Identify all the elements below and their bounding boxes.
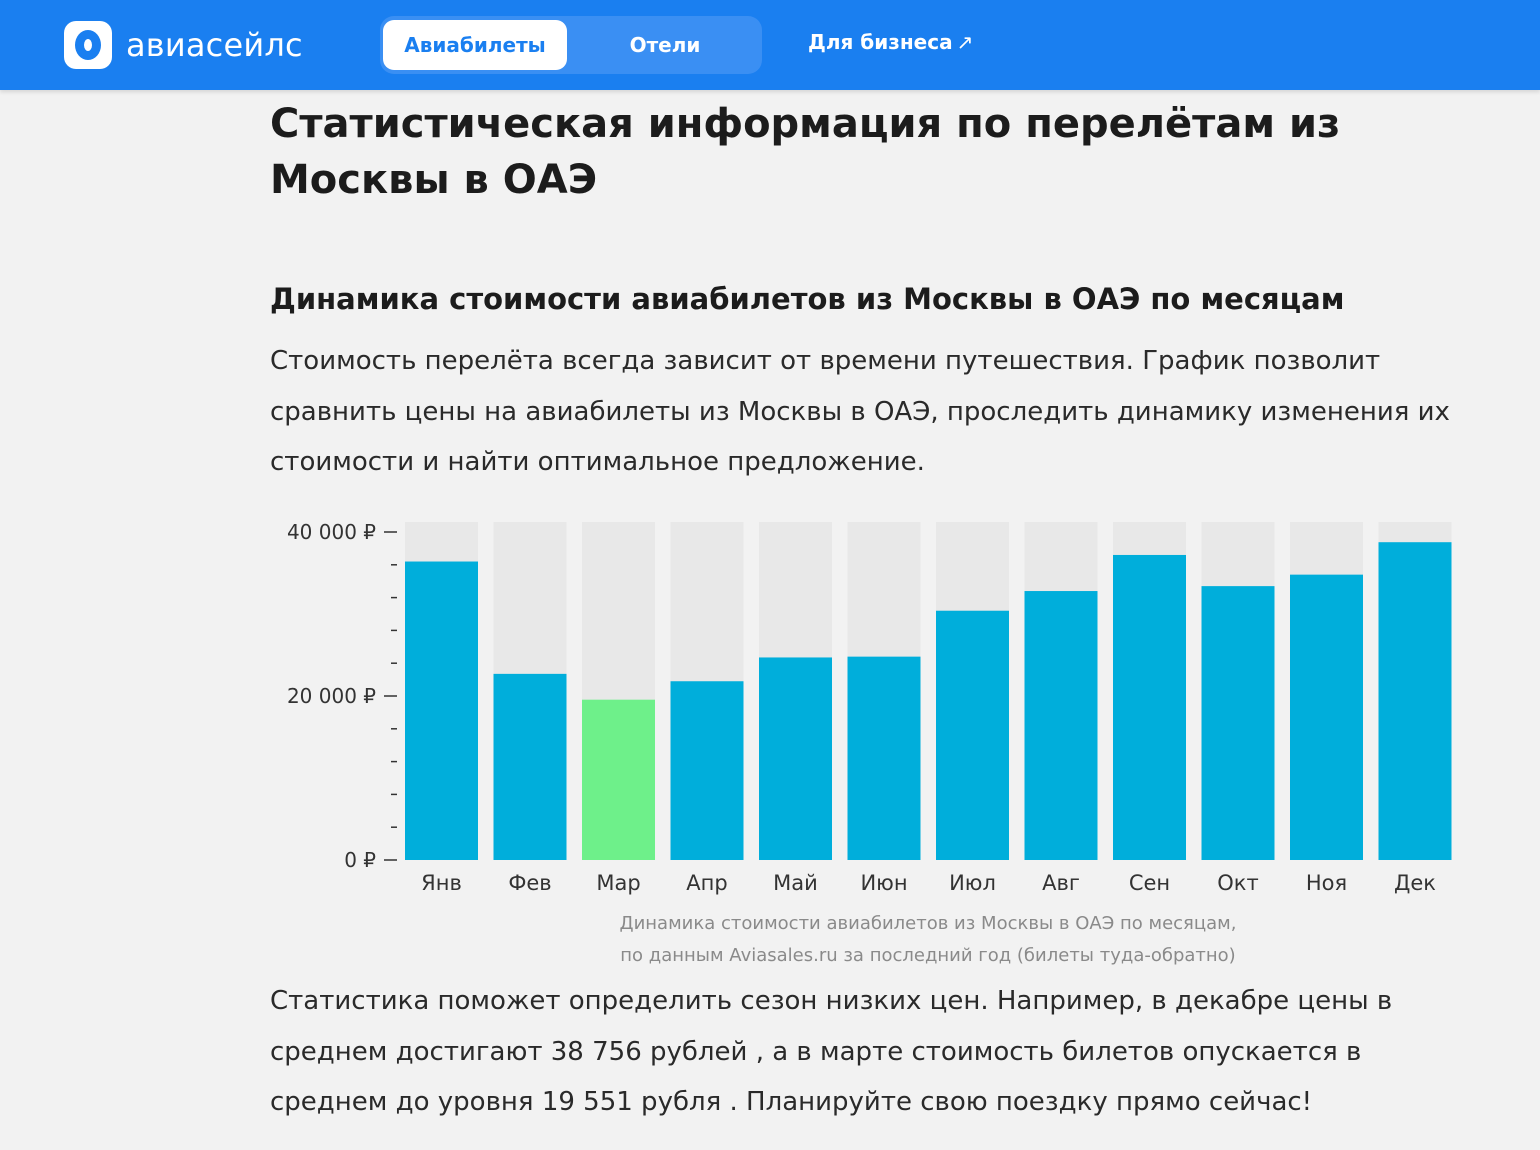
tab-hotels[interactable]: Отели	[629, 33, 701, 57]
bar	[1201, 586, 1275, 860]
tab-flights[interactable]: Авиабилеты	[383, 20, 567, 70]
business-link-label: Для бизнеса	[808, 30, 953, 54]
bar	[1378, 542, 1452, 860]
logo-text: авиасейлс	[126, 26, 303, 64]
bar	[1113, 554, 1186, 860]
chart-caption-line-1: Динамика стоимости авиабилетов из Москвы…	[619, 913, 1237, 934]
x-tick-label: Май	[773, 871, 818, 895]
logo[interactable]: авиасейлс	[64, 20, 303, 70]
top-navigation-bar: авиасейлс Авиабилеты Отели Для бизнеса ↗	[0, 0, 1540, 90]
x-tick-label: Сен	[1129, 871, 1170, 895]
x-tick-label: Июл	[949, 871, 996, 895]
business-link[interactable]: Для бизнеса ↗	[808, 30, 973, 54]
y-tick-label: 20 000 ₽	[287, 684, 376, 708]
section-title: Динамика стоимости авиабилетов из Москвы…	[270, 282, 1345, 316]
bar	[759, 657, 832, 860]
bar	[936, 610, 1009, 860]
chart-caption-line-2: по данным Aviasales.ru за последний год …	[620, 945, 1236, 966]
bar	[1024, 591, 1098, 860]
x-tick-label: Дек	[1394, 871, 1436, 895]
x-tick-label: Авг	[1042, 871, 1080, 895]
summary-paragraph: Статистика поможет определить сезон низк…	[270, 986, 1393, 1117]
chart-caption: Динамика стоимости авиабилетов из Москвы…	[560, 908, 1296, 972]
x-tick-label: Мар	[596, 871, 640, 895]
price-chart-svg: 40 000 ₽ 20 000 ₽ 0 ₽ Янв Фев Мар Апр Май Июн Июл…	[287, 520, 1452, 895]
external-arrow-icon: ↗	[956, 30, 974, 54]
x-tick-label: Окт	[1217, 871, 1258, 895]
x-tick-label: Фев	[508, 871, 551, 895]
x-tick-label: Апр	[686, 871, 727, 895]
price-chart: 40 000 ₽ 20 000 ₽ 0 ₽ Янв Фев Мар Апр Май Июн Июл…	[270, 508, 1460, 908]
x-tick-label: Июн	[860, 871, 907, 895]
bar	[493, 673, 567, 860]
x-tick-label: Ноя	[1306, 871, 1347, 895]
y-tick-label: 0 ₽	[344, 848, 376, 872]
intro-paragraph: Стоимость перелёта всегда зависит от вре…	[270, 346, 1450, 477]
page-title: Статистическая информация по перелётам и…	[270, 101, 1341, 203]
bar	[405, 561, 478, 860]
bar	[847, 656, 921, 860]
logo-icon	[64, 21, 112, 69]
product-tabs: Авиабилеты Отели	[380, 16, 762, 74]
y-tick-label: 40 000 ₽	[287, 520, 376, 544]
x-tick-label: Янв	[421, 871, 462, 895]
bar	[582, 699, 655, 860]
bar	[670, 681, 744, 860]
bar	[1290, 574, 1363, 860]
